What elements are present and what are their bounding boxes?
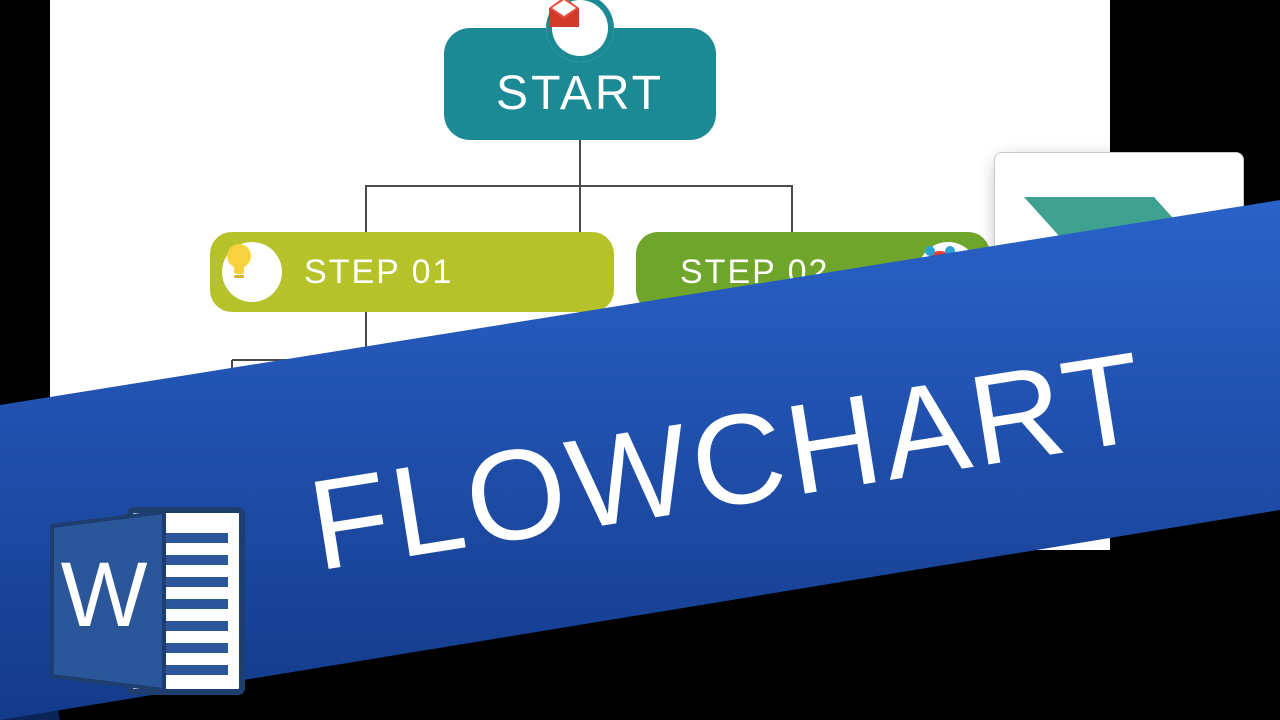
word-logo-icon: W [44, 496, 254, 706]
title-banner: W FLOWCHART [0, 0, 1280, 720]
word-logo-letter: W [61, 544, 148, 646]
